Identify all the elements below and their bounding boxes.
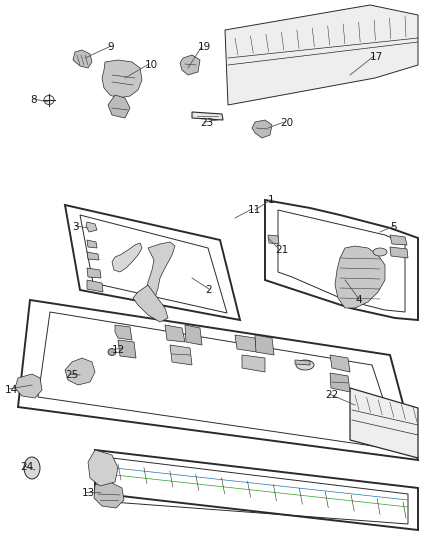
Polygon shape [87,268,101,278]
Polygon shape [295,360,310,365]
Polygon shape [112,243,142,272]
Polygon shape [15,374,42,398]
Polygon shape [18,300,418,460]
Text: 12: 12 [112,345,125,355]
Polygon shape [65,358,95,385]
Polygon shape [335,246,385,308]
Polygon shape [192,112,223,120]
Polygon shape [145,242,175,302]
Polygon shape [108,95,130,118]
Text: 4: 4 [355,295,362,305]
Polygon shape [87,280,103,292]
Text: 19: 19 [198,42,211,52]
Polygon shape [115,325,132,340]
Ellipse shape [24,457,40,479]
Polygon shape [242,355,265,372]
Polygon shape [73,50,92,68]
Polygon shape [330,373,350,392]
Ellipse shape [108,349,116,356]
Text: 3: 3 [72,222,79,232]
Text: 24: 24 [20,462,33,472]
Text: 20: 20 [280,118,293,128]
Text: 17: 17 [370,52,383,62]
Text: 1: 1 [268,195,275,205]
Polygon shape [185,325,202,345]
Text: 14: 14 [5,385,18,395]
Polygon shape [94,482,124,508]
Polygon shape [235,335,257,352]
Text: 22: 22 [325,390,338,400]
Ellipse shape [373,248,387,256]
Polygon shape [390,235,407,245]
Text: 10: 10 [145,60,158,70]
Text: 23: 23 [200,118,213,128]
Text: 11: 11 [248,205,261,215]
Polygon shape [255,335,274,355]
Polygon shape [88,450,118,486]
Polygon shape [102,60,142,98]
Polygon shape [180,55,200,75]
Polygon shape [268,235,279,244]
Text: 25: 25 [65,370,78,380]
Polygon shape [330,355,350,372]
Polygon shape [87,240,97,248]
Polygon shape [165,325,185,342]
Polygon shape [87,252,99,260]
Polygon shape [133,285,168,322]
Polygon shape [86,222,97,232]
Polygon shape [252,120,272,138]
Text: 2: 2 [205,285,212,295]
Polygon shape [390,247,408,258]
Polygon shape [225,5,418,105]
Ellipse shape [296,360,314,370]
Text: 5: 5 [390,222,397,232]
Polygon shape [350,388,418,458]
Polygon shape [65,205,240,320]
Polygon shape [170,345,192,365]
Text: 8: 8 [30,95,37,105]
Text: 13: 13 [82,488,95,498]
Text: 9: 9 [107,42,113,52]
Polygon shape [265,200,418,320]
Polygon shape [95,450,418,530]
Text: 21: 21 [275,245,288,255]
Polygon shape [118,340,136,358]
